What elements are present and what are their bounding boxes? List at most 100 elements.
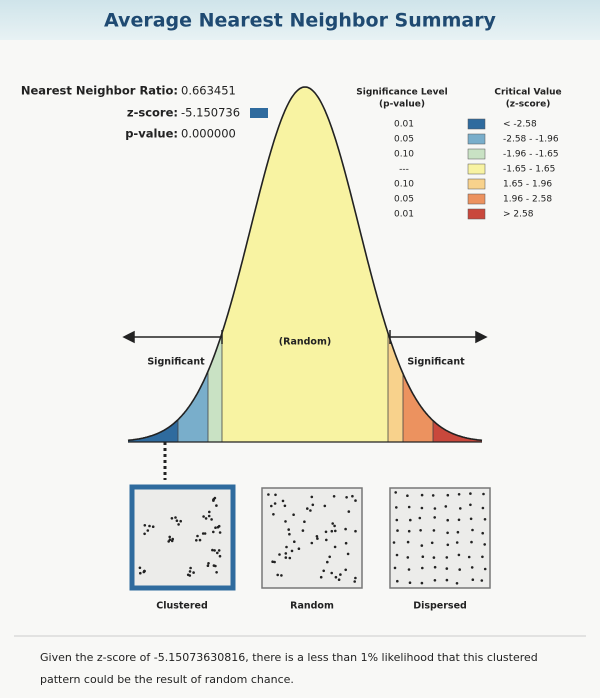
patterns — [132, 487, 490, 588]
point — [316, 537, 319, 540]
point — [446, 519, 449, 522]
point — [353, 580, 356, 583]
point — [312, 504, 315, 507]
point — [446, 579, 449, 582]
legend-p: --- — [399, 165, 409, 175]
point — [345, 542, 348, 545]
point — [339, 573, 342, 576]
point — [208, 511, 211, 514]
point — [396, 554, 399, 557]
point — [446, 532, 449, 535]
legend-p: 0.01 — [394, 210, 414, 220]
point — [139, 567, 142, 570]
point — [330, 572, 333, 575]
point — [176, 519, 179, 522]
footer-text: pattern could be the result of random ch… — [40, 673, 294, 686]
point — [143, 571, 146, 574]
point — [316, 535, 319, 538]
point — [470, 541, 473, 544]
point — [276, 574, 279, 577]
point — [457, 531, 460, 534]
point — [306, 507, 309, 510]
point — [481, 579, 484, 582]
legend-p: 0.10 — [394, 150, 414, 160]
point — [324, 505, 327, 508]
point — [421, 544, 424, 547]
point — [396, 519, 399, 522]
point — [274, 494, 277, 497]
point — [189, 570, 192, 573]
point — [407, 541, 410, 544]
point — [422, 555, 425, 558]
point — [409, 519, 412, 522]
point — [143, 533, 146, 536]
legend-range: -1.96 - -1.65 — [503, 150, 559, 160]
point — [433, 516, 436, 519]
point — [421, 582, 424, 585]
stat-value: 0.000000 — [181, 127, 236, 141]
point — [447, 494, 450, 497]
point — [303, 520, 306, 523]
legend-range: > 2.58 — [503, 210, 534, 220]
point — [311, 496, 314, 499]
point — [409, 581, 412, 584]
point — [354, 577, 357, 580]
z-swatch — [250, 108, 268, 118]
footer-text: Given the z-score of -5.15073630816, the… — [40, 651, 538, 664]
point — [481, 556, 484, 559]
point — [354, 499, 357, 502]
point — [272, 513, 275, 516]
point — [393, 541, 396, 544]
point — [212, 499, 215, 502]
point — [282, 500, 285, 503]
point — [278, 553, 281, 556]
point — [322, 570, 325, 573]
point — [458, 568, 461, 571]
title: Average Nearest Neighbor Summary — [104, 10, 497, 32]
legend-swatch — [468, 179, 485, 189]
point — [273, 561, 276, 564]
point — [458, 554, 461, 557]
point — [458, 493, 461, 496]
point — [338, 578, 341, 581]
point — [292, 513, 295, 516]
point — [471, 566, 474, 569]
legend-range: 1.96 - 2.58 — [503, 195, 552, 205]
point — [320, 576, 323, 579]
point — [152, 525, 155, 528]
point — [214, 526, 217, 529]
point — [284, 505, 287, 508]
point — [302, 529, 305, 532]
legend-header: Critical Value — [494, 88, 561, 98]
point — [484, 568, 487, 571]
point — [433, 529, 436, 532]
point — [421, 567, 424, 570]
point — [446, 567, 449, 570]
point — [211, 549, 214, 552]
legend-p: 0.05 — [394, 135, 414, 145]
point — [288, 533, 291, 536]
point — [207, 562, 210, 565]
stat-label: Nearest Neighbor Ratio: — [21, 84, 178, 98]
point — [482, 507, 485, 510]
point — [471, 529, 474, 532]
legend-p: 0.05 — [394, 195, 414, 205]
point — [217, 526, 220, 529]
pattern-label: Clustered — [156, 601, 208, 612]
point — [139, 572, 142, 575]
point — [408, 530, 411, 533]
point — [218, 549, 221, 552]
point — [331, 530, 334, 533]
point — [205, 517, 208, 520]
point — [344, 569, 347, 572]
legend-swatch — [468, 149, 485, 159]
point — [344, 528, 347, 531]
legend-swatch — [468, 209, 485, 219]
point — [147, 529, 150, 532]
point — [421, 494, 424, 497]
point — [280, 574, 283, 577]
point — [459, 507, 462, 510]
legend-p: 0.10 — [394, 180, 414, 190]
point — [434, 507, 437, 510]
pattern-label: Dispersed — [413, 601, 467, 612]
